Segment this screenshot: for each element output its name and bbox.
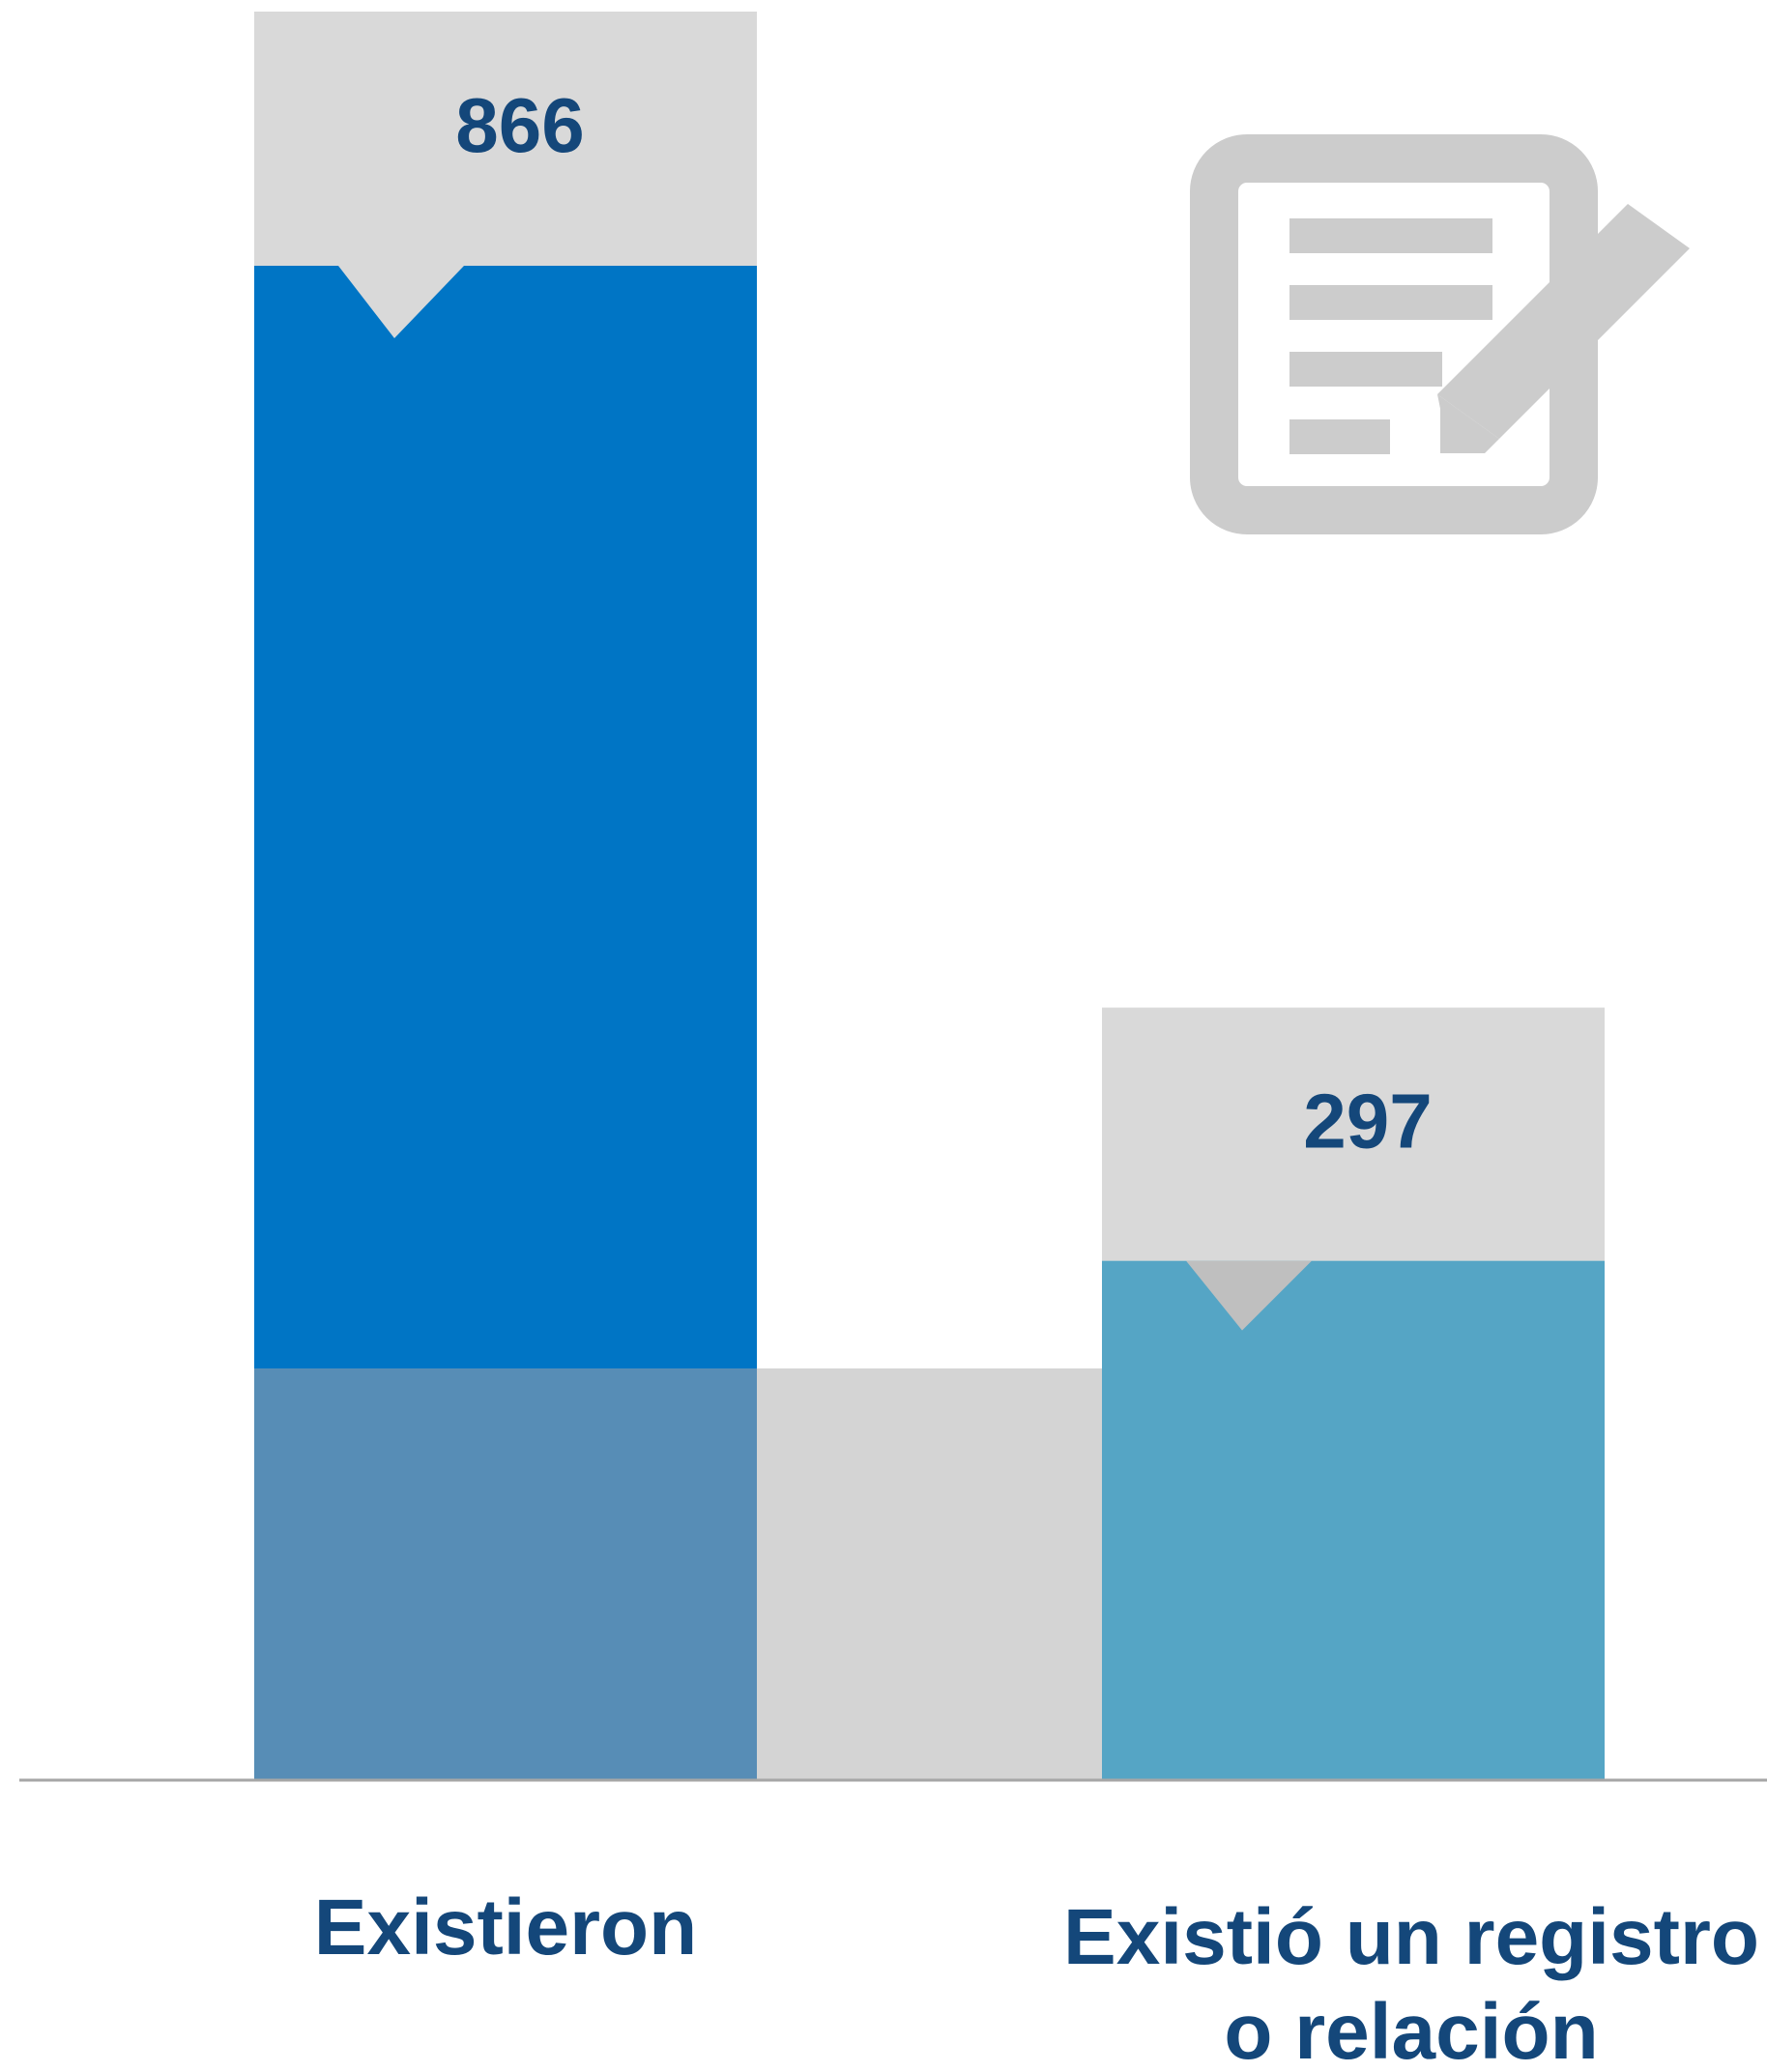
category-label-1: Existieron xyxy=(314,1884,697,1971)
category-label-line: o relación xyxy=(1224,1988,1598,2072)
callout-pointer-1 xyxy=(338,266,464,338)
category-label-line: Existieron xyxy=(314,1884,697,1971)
document-edit-icon xyxy=(1190,134,1690,534)
value-label-2: 297 xyxy=(1303,1079,1432,1165)
bar-1-upper xyxy=(254,266,757,1368)
value-label-1: 866 xyxy=(455,82,584,168)
category-label-line: Existió un registro xyxy=(1063,1893,1759,1981)
category-label-2: Existió un registro o relación xyxy=(1063,1893,1759,2072)
value-callout-2 xyxy=(1102,1007,1605,1261)
callout-pointer-2 xyxy=(1186,1260,1312,1331)
bar-1-lower xyxy=(254,1368,757,1780)
bar-2 xyxy=(1102,1260,1605,1780)
background-band xyxy=(757,1368,1102,1780)
value-callout-1 xyxy=(254,12,757,266)
